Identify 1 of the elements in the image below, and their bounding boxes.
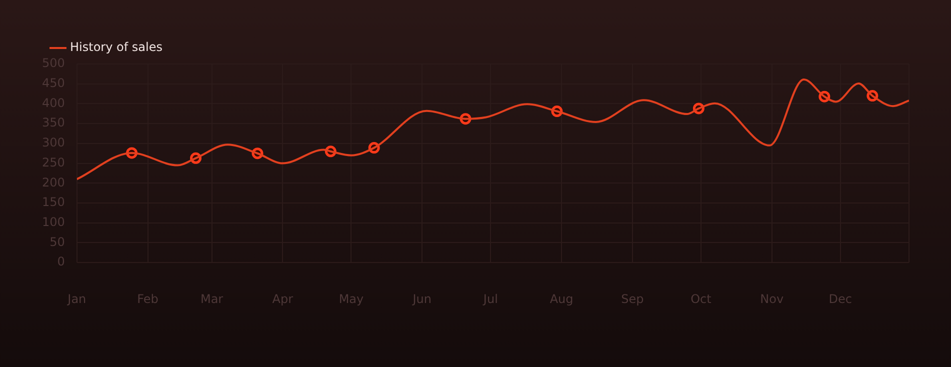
legend-label: History of sales xyxy=(70,40,162,54)
